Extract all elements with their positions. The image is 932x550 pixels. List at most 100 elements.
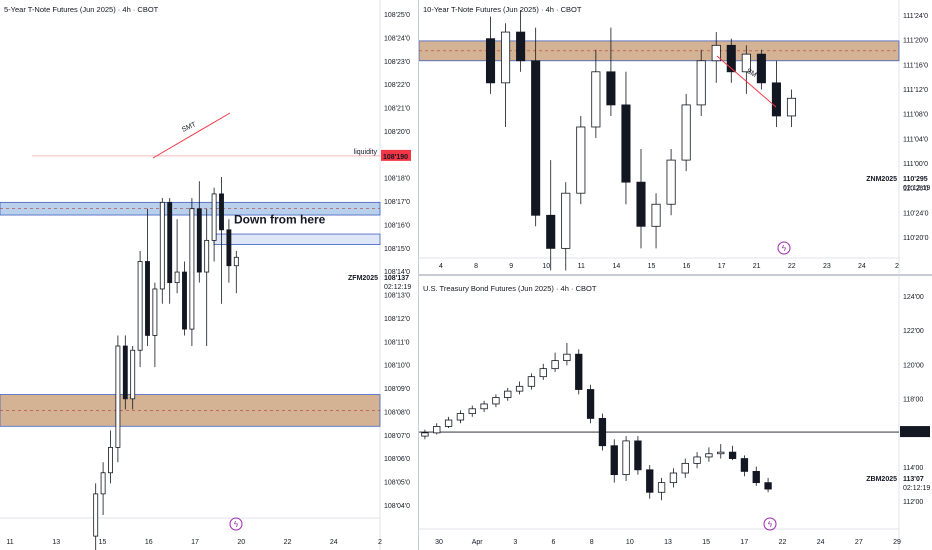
y-tick-label: 111'08'0 [903,112,928,119]
lightning-glyph: ϟ [234,520,239,529]
candle-body [717,451,725,455]
candle-body [696,60,706,106]
y-tick-label: 108'15'0 [384,246,410,253]
x-tick-label: 14 [612,263,620,270]
y-tick-label: 110'24'0 [903,210,929,217]
candle-body [219,193,224,231]
liquidity-price-value: 108'190 [383,154,408,161]
candle-body [575,353,583,390]
candle-body [100,472,106,495]
candle-body [756,53,766,84]
y-tick-label: 114'00 [903,465,923,472]
y-tick-label: 108'20'0 [384,129,410,136]
candle-body [145,261,150,336]
x-tick-label: 17 [740,539,748,546]
candle-body [651,203,661,227]
zb-chart-pane[interactable]: U.S. Treasury Bond Futures (Jun 2025) · … [419,276,932,550]
y-tick-label: 108'18'0 [384,176,410,183]
lightning-glyph: ϟ [768,520,773,529]
x-tick-label: 4 [439,263,443,270]
symbol-label: ZFM2025 [348,275,378,282]
candle-body [646,469,654,493]
y-tick-label: 108'13'0 [384,293,410,300]
candle-body [516,31,526,62]
lower-zone [0,394,381,427]
candle-body [204,239,210,273]
candle-body [711,44,721,62]
candle-body [606,71,616,106]
candle-body [196,208,202,273]
x-tick-label: 16 [683,263,691,270]
annotation-text: Down from here [234,212,326,226]
smt-label: SMT [181,121,198,134]
y-tick-label: 118'00 [903,397,923,404]
x-tick-label: 11 [6,539,13,546]
candle-body [551,360,559,370]
x-tick-label: 22 [788,263,796,270]
countdown-value: 02:12:19 [384,284,411,291]
candle-body [152,288,158,336]
y-tick-label: 108'09'0 [384,386,410,393]
last-price-value: 110'295 [903,176,928,183]
candle-body [233,256,239,267]
candle-body [492,397,500,405]
candle-body [130,349,136,400]
candle-body [705,453,713,458]
pane-divider-horizontal[interactable] [419,274,932,276]
y-tick-label: 108'24'0 [384,35,410,42]
candle-body [546,214,556,249]
y-tick-label: 124'00 [903,294,924,301]
zn-chart-pane[interactable]: 10-Year T-Note Futures (Jun 2025) · 4h ·… [419,0,932,274]
x-tick-label: 22 [779,539,787,546]
candle-body [501,31,511,84]
liquidity-price-badge [381,149,411,161]
y-tick-label: 112'00 [903,499,923,506]
y-tick-label: 108'08'0 [384,409,410,416]
candle-body [752,471,760,484]
x-tick-label: 17 [718,263,726,270]
x-tick-label: Apr [472,539,484,546]
y-tick-label: 111'12'0 [903,87,928,94]
symbol-label: ZNM2025 [866,176,897,183]
candle-body [771,82,781,117]
candle-body [669,472,678,484]
x-tick-label: 24 [817,539,825,546]
y-tick-label: 108'22'0 [384,82,410,89]
candle-body [634,440,642,471]
y-tick-label: 108'14'0 [384,269,410,276]
x-tick-label: 22 [284,539,292,546]
last-price-value: 113'07 [903,476,924,483]
candle-body [693,456,701,464]
zf-chart: 5-Year T-Note Futures (Jun 2025) · 4h · … [0,0,411,550]
candle-body [93,493,99,537]
countdown-value: 02:12:19 [903,485,930,492]
lightning-icon [777,241,791,255]
candle-body [657,482,666,493]
candle-body [741,53,751,73]
y-tick-label: 111'00'0 [903,161,928,168]
y-tick-label: 111'04'0 [903,136,928,143]
x-tick-label: 11 [578,263,585,270]
last-price-value: 108'137 [384,275,409,282]
candle-body [174,271,180,284]
y-tick-label: 110'20'0 [903,235,929,242]
x-tick-label: 2 [378,539,382,546]
liquidity-label: liquidity [354,149,378,156]
x-tick-label: 15 [648,263,656,270]
x-tick-label: 27 [855,539,863,546]
candle-body [576,126,586,194]
x-tick-label: 13 [664,539,672,546]
zf-chart-pane[interactable]: 5-Year T-Note Futures (Jun 2025) · 4h · … [0,0,418,550]
candle-body [421,432,429,437]
candle-body [115,345,121,448]
candle-body [108,446,113,474]
level-price-value: 116'21 [902,430,923,437]
candle-body [561,192,571,249]
y-tick-label: 122'00 [903,328,924,335]
candle-body [504,390,512,398]
candle-body [598,418,607,447]
candle-body [563,353,571,362]
candle-body [527,376,536,387]
pane-divider-vertical[interactable] [418,0,419,550]
candle-body [189,208,195,330]
